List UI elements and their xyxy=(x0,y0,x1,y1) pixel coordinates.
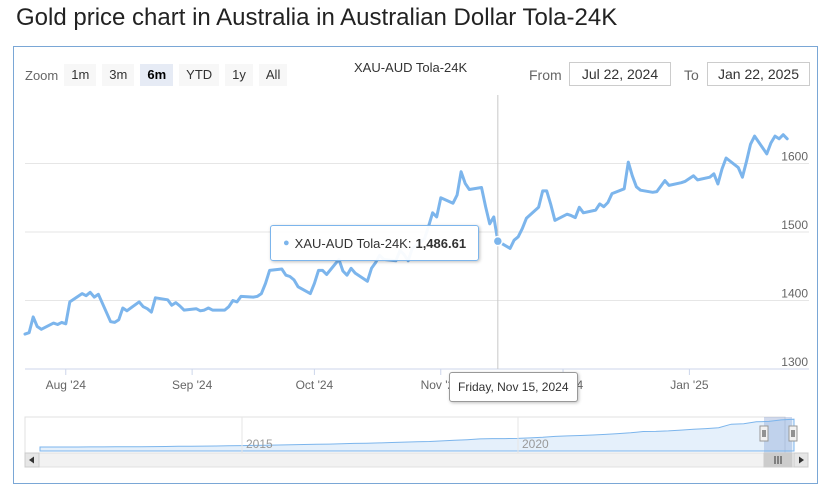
navigator-right-handle[interactable] xyxy=(788,425,798,442)
x-tick-label: Jan '25 xyxy=(670,378,709,392)
zoom-toolbar: Zoom 1m 3m 6m YTD 1y All xyxy=(25,64,293,86)
y-axis-labels: 1300 1400 1500 1600 xyxy=(781,150,808,370)
to-date-input[interactable] xyxy=(707,62,810,86)
scroll-left-arrow-icon xyxy=(29,456,34,464)
scrollbar-track[interactable] xyxy=(24,452,809,468)
y-tick-label: 1600 xyxy=(781,150,808,164)
navigator-left-handle[interactable] xyxy=(759,425,769,442)
navigator[interactable]: 2015 2020 xyxy=(24,416,798,454)
zoom-1y-button[interactable]: 1y xyxy=(225,64,253,86)
x-tick-label: Oct '24 xyxy=(296,378,334,392)
scrollbar[interactable] xyxy=(24,452,809,468)
zoom-label: Zoom xyxy=(25,67,59,83)
from-date-input[interactable] xyxy=(569,62,671,86)
scroll-right-arrow-icon xyxy=(799,456,804,464)
crosshair-date-text: Friday, Nov 15, 2024 xyxy=(458,380,569,394)
page-title: Gold price chart in Australia in Austral… xyxy=(16,4,618,31)
zoom-ytd-button[interactable]: YTD xyxy=(179,64,220,86)
zoom-all-button[interactable]: All xyxy=(258,64,288,86)
tooltip-series-name: XAU-AUD Tola-24K: xyxy=(294,235,412,251)
navigator-year-label-2020: 2020 xyxy=(522,437,549,451)
x-tick-label: Sep '24 xyxy=(172,378,213,392)
chart-series-title: XAU-AUD Tola-24K xyxy=(354,60,468,75)
zoom-1m-button[interactable]: 1m xyxy=(64,64,97,86)
highlight-point-marker[interactable] xyxy=(492,235,504,247)
zoom-6m-button[interactable]: 6m xyxy=(140,64,174,86)
navigator-series-line xyxy=(39,418,795,452)
y-tick-label: 1400 xyxy=(781,287,808,301)
crosshair-date-label: Friday, Nov 15, 2024 xyxy=(449,372,578,402)
grid-lines xyxy=(25,163,809,370)
x-tick-label: Aug '24 xyxy=(46,378,87,392)
series-dot-icon: ● xyxy=(283,237,290,249)
tooltip-value: 1,486.61 xyxy=(415,235,467,251)
y-tick-label: 1500 xyxy=(781,218,808,232)
y-tick-label: 1300 xyxy=(781,355,808,369)
navigator-selected-range[interactable] xyxy=(764,417,792,453)
to-label: To xyxy=(684,67,699,83)
from-label: From xyxy=(529,67,562,83)
zoom-3m-button[interactable]: 3m xyxy=(102,64,135,86)
point-tooltip: ● XAU-AUD Tola-24K: 1,486.61 xyxy=(270,225,480,261)
navigator-year-label-2015: 2015 xyxy=(246,437,273,451)
